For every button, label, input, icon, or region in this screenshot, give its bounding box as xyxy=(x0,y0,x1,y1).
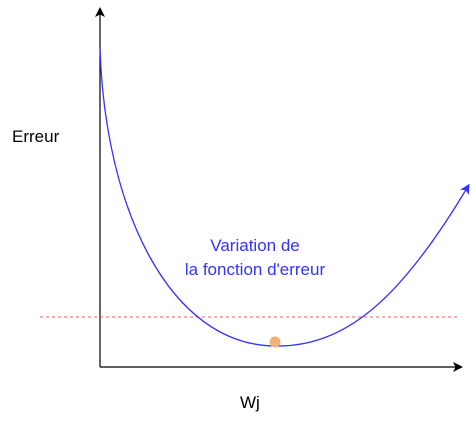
x-axis-label: Wj xyxy=(240,393,260,412)
y-axis-label: Erreur xyxy=(12,127,60,146)
error-curve xyxy=(99,47,470,347)
curve-label: Variation de la fonction d'erreur xyxy=(160,234,350,282)
curve-label-line2: la fonction d'erreur xyxy=(184,260,326,279)
minimum-point xyxy=(269,336,281,348)
curve-label-line1: Variation de xyxy=(210,236,300,255)
